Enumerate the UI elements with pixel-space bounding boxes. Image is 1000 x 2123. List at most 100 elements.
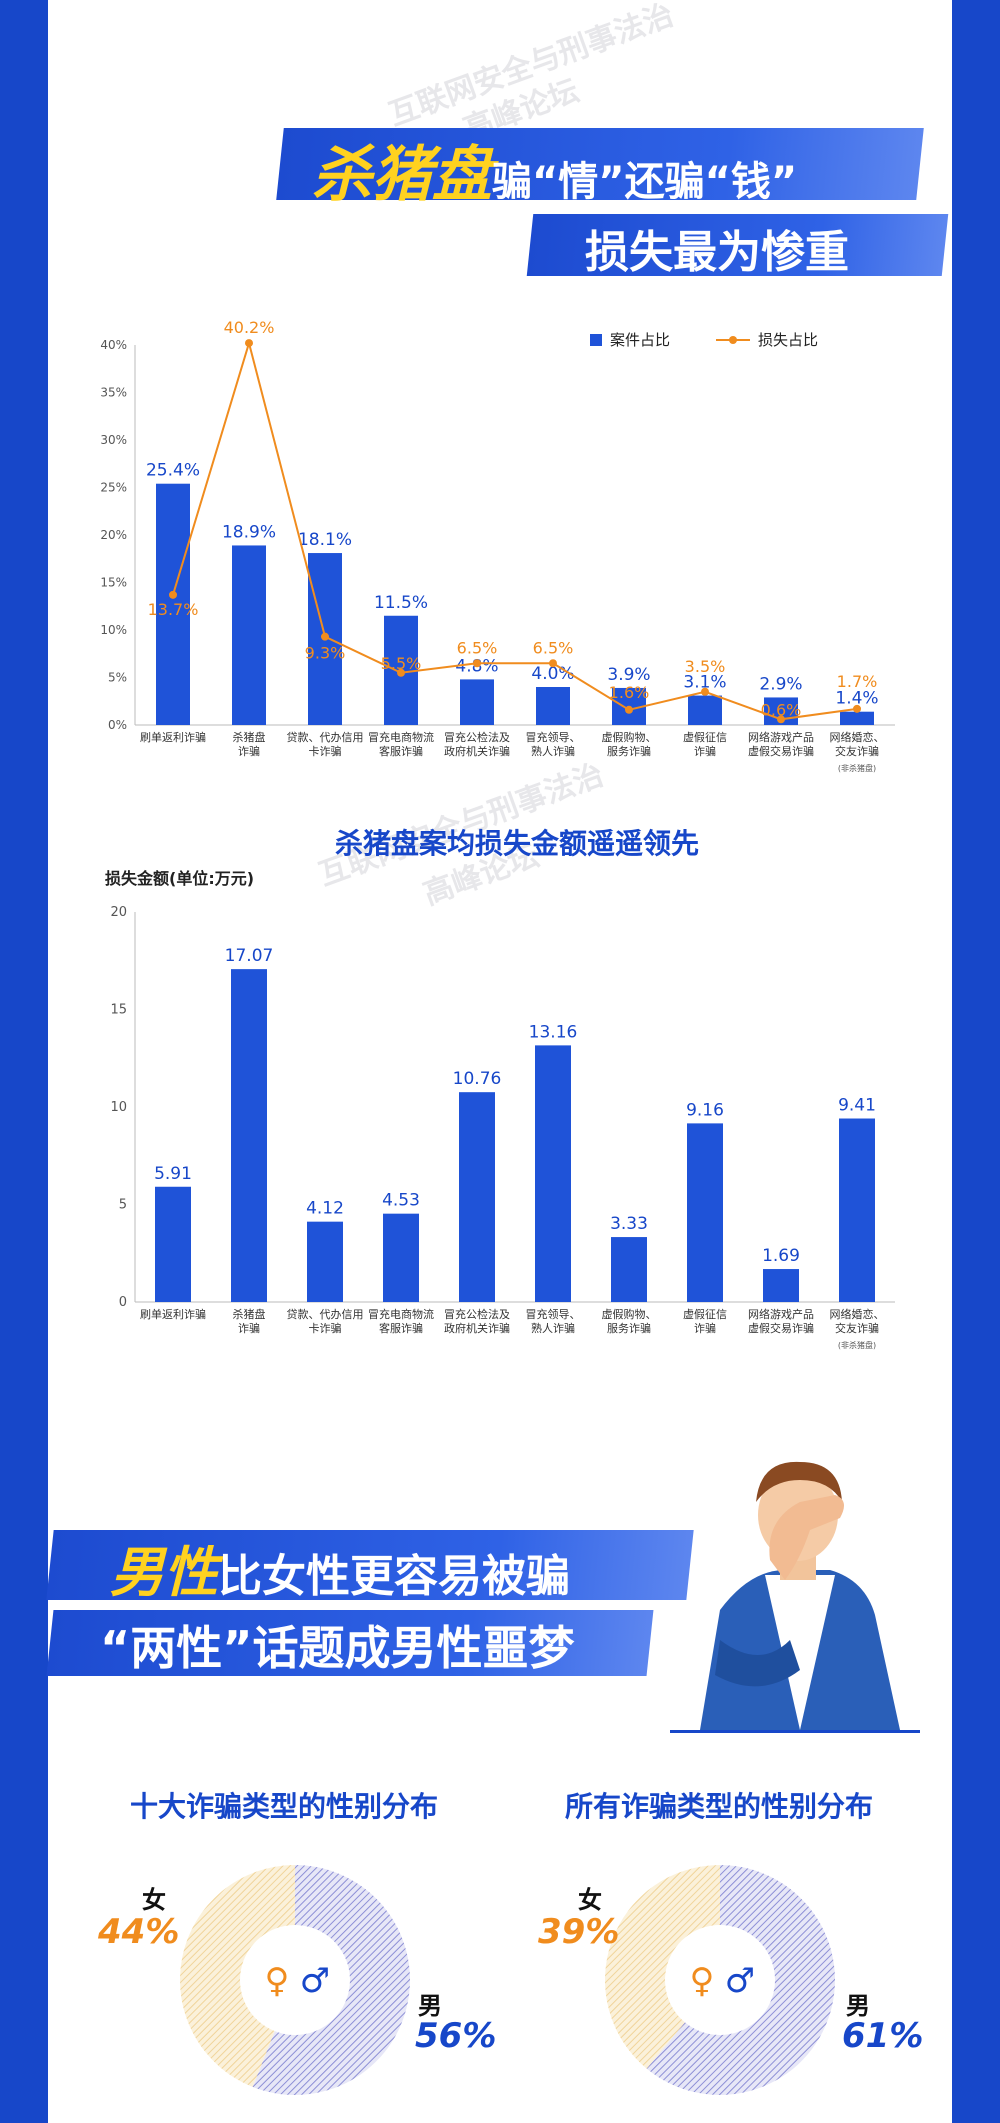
bar — [383, 1213, 419, 1302]
legend-label: 案件占比 — [610, 331, 670, 349]
x-tick-label: 交友诈骗 — [835, 1321, 879, 1335]
bar — [536, 687, 570, 725]
donut1-male-label: 男 — [418, 1992, 442, 2020]
x-tick-note: (非杀猪盘) — [838, 1340, 876, 1350]
right-border — [952, 0, 1000, 2123]
x-tick-label: 网络游戏产品 — [748, 1307, 814, 1321]
bar — [460, 679, 494, 725]
x-tick-label: 政府机关诈骗 — [444, 744, 510, 758]
x-tick-label: 虚假交易诈骗 — [748, 744, 814, 758]
bar-data-label: 11.5% — [374, 593, 428, 613]
line-data-label: 40.2% — [224, 320, 275, 337]
title-rest: 骗“情”还骗“钱” — [492, 159, 798, 205]
bar-data-label: 3.33 — [610, 1214, 648, 1234]
title-highlight-2: 男性 — [110, 1541, 218, 1604]
x-tick-label: 刷单返利诈骗 — [140, 730, 206, 744]
chart2-title: 杀猪盘案均损失金额遥遥领先 — [335, 827, 700, 860]
donut2-title: 所有诈骗类型的性别分布 — [565, 1790, 874, 1823]
x-tick-label: 虚假购物、 — [602, 730, 657, 744]
x-tick-label: 冒充公检法及 — [444, 1307, 510, 1321]
x-tick-label: 贷款、代办信用 — [287, 730, 364, 744]
bar-data-label: 4.12 — [306, 1199, 344, 1219]
x-tick-label: 诈骗 — [238, 744, 260, 758]
line-data-label: 1.7% — [837, 672, 878, 691]
line-point — [169, 590, 177, 599]
x-tick-label: 交友诈骗 — [835, 744, 879, 758]
line-point — [549, 659, 557, 668]
bar-data-label: 18.1% — [298, 530, 352, 550]
y-tick-label: 25% — [100, 481, 127, 495]
bar — [535, 1045, 571, 1302]
y-tick-label: 20 — [110, 905, 127, 920]
bar-data-label: 1.4% — [835, 689, 878, 709]
x-tick-label: 卡诈骗 — [309, 744, 342, 758]
bar — [459, 1092, 495, 1302]
y-tick-label: 0% — [108, 718, 127, 732]
title-highlight: 杀猪盘 — [312, 140, 492, 210]
y-tick-label: 30% — [100, 433, 127, 447]
bar-data-label: 2.9% — [759, 674, 802, 694]
male-symbol-icon: ♂ — [300, 1961, 330, 2001]
x-tick-label: 网络婚恋、 — [830, 1307, 885, 1321]
title-banner-2-text: 男性比女性更容易被骗 — [110, 1528, 570, 1607]
subtitle-banner-2-text: “两性”话题成男性噩梦 — [100, 1621, 575, 1675]
bar-data-label: 5.91 — [154, 1164, 192, 1184]
x-tick-label: 刷单返利诈骗 — [140, 1307, 206, 1321]
x-tick-label: 冒充电商物流 — [368, 730, 434, 744]
bar-data-label: 4.53 — [382, 1191, 420, 1211]
x-tick-label: 冒充公检法及 — [444, 730, 510, 744]
bar-data-label: 10.76 — [453, 1069, 502, 1089]
bar-data-label: 13.16 — [529, 1022, 578, 1042]
bar — [763, 1269, 799, 1302]
legend-label: 损失占比 — [758, 331, 818, 349]
x-tick-note: (非杀猪盘) — [838, 763, 876, 773]
line-point — [473, 659, 481, 668]
donut2-male-label: 男 — [846, 1992, 870, 2020]
x-tick-label: 杀猪盘 — [233, 1307, 266, 1321]
bar — [307, 1221, 343, 1302]
hair-shape — [756, 1461, 842, 1502]
legend-swatch-point — [729, 336, 737, 344]
line-data-label: 6.5% — [457, 638, 498, 657]
gender-donut-top10: ♀ ♂ — [180, 1865, 410, 2095]
donut1-female-label: 女 — [142, 1886, 166, 1914]
y-tick-label: 20% — [100, 528, 127, 542]
title-banner-1-text: 杀猪盘骗“情”还骗“钱” — [312, 126, 797, 213]
hand-shape — [769, 1495, 844, 1580]
bar — [231, 969, 267, 1302]
y-tick-label: 5% — [108, 671, 127, 685]
line-data-label: 1.6% — [609, 683, 650, 702]
x-tick-label: 冒充领导、 — [526, 730, 581, 744]
line-point — [397, 668, 405, 677]
donut2-female-pct: 39% — [538, 1912, 620, 1952]
donut2-male-pct: 61% — [842, 2016, 924, 2056]
bar — [232, 545, 266, 725]
left-border — [0, 0, 48, 2123]
line-data-label: 13.7% — [148, 600, 199, 619]
y-tick-label: 10 — [110, 1100, 127, 1115]
line-point — [245, 339, 253, 348]
female-slice — [180, 1865, 295, 2087]
bar — [155, 1186, 191, 1302]
bar — [611, 1237, 647, 1302]
y-axis-title: 损失金额(单位:万元) — [105, 869, 254, 888]
x-tick-label: 卡诈骗 — [309, 1321, 342, 1335]
bar — [840, 711, 874, 725]
bar-data-label: 9.16 — [686, 1100, 724, 1120]
loss-share-line — [172, 339, 858, 721]
arm-shape — [715, 1640, 800, 1687]
line-point — [625, 705, 633, 714]
bar — [156, 483, 190, 725]
x-tick-label: 冒充电商物流 — [368, 1307, 434, 1321]
bar — [839, 1118, 875, 1302]
bar — [688, 695, 722, 725]
subtitle-banner-1-text: 损失最为惨重 — [585, 227, 849, 278]
bar-data-label: 1.69 — [762, 1246, 800, 1266]
x-tick-label: 诈骗 — [694, 1321, 716, 1335]
legend-swatch-bar — [590, 334, 602, 346]
y-tick-label: 40% — [100, 338, 127, 352]
bar-data-label: 17.07 — [225, 946, 274, 966]
line-point — [701, 687, 709, 696]
bar-data-label: 25.4% — [146, 461, 200, 481]
x-tick-label: 诈骗 — [694, 744, 716, 758]
